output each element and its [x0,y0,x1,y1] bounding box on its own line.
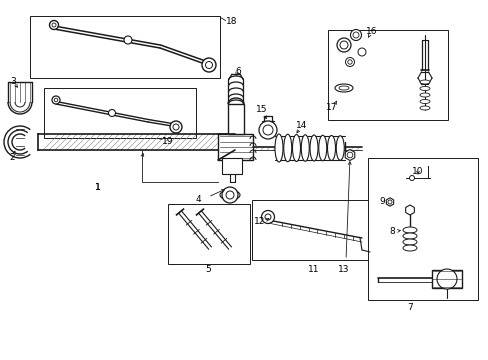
Text: 19: 19 [162,138,173,147]
Ellipse shape [292,135,300,162]
Circle shape [346,152,352,158]
Ellipse shape [301,135,308,161]
Text: 13: 13 [338,266,349,274]
Bar [44,88,196,138]
Circle shape [170,121,182,133]
Circle shape [350,30,361,40]
Circle shape [202,58,216,72]
Text: 2: 2 [9,153,15,162]
Circle shape [387,200,391,204]
Circle shape [173,124,179,130]
Bar [327,30,447,120]
Circle shape [357,48,365,56]
Text: 1: 1 [95,184,101,193]
Text: 14: 14 [296,121,307,130]
Circle shape [225,191,234,199]
Circle shape [259,121,276,139]
Bar [168,204,249,264]
Circle shape [347,60,351,64]
Text: 12: 12 [254,217,265,226]
Circle shape [352,32,358,38]
Ellipse shape [419,106,429,110]
Text: 18: 18 [226,18,237,27]
Text: 5: 5 [204,266,210,274]
Circle shape [264,214,270,220]
Ellipse shape [419,93,429,97]
Ellipse shape [402,227,416,233]
Ellipse shape [419,86,429,90]
Circle shape [339,41,347,49]
Circle shape [261,211,274,224]
Text: 4: 4 [195,195,201,204]
Circle shape [436,269,456,289]
Bar [218,134,252,160]
Ellipse shape [402,245,416,251]
Circle shape [222,187,238,203]
Text: 17: 17 [325,104,337,112]
Bar [251,200,373,260]
Ellipse shape [274,134,283,162]
Text: 16: 16 [366,27,377,36]
Text: 11: 11 [307,266,319,274]
Ellipse shape [309,135,317,161]
Bar [367,158,477,300]
Circle shape [52,96,60,104]
Polygon shape [345,149,354,161]
Ellipse shape [220,190,240,200]
Circle shape [408,175,414,180]
Circle shape [336,38,350,52]
Polygon shape [386,198,393,206]
Ellipse shape [338,86,348,90]
Ellipse shape [402,233,416,239]
Text: 6: 6 [235,68,241,77]
Bar [30,16,220,78]
Text: 3: 3 [10,77,16,86]
Circle shape [54,98,58,102]
Polygon shape [405,205,413,215]
Bar [227,104,244,134]
Text: 7: 7 [407,303,412,312]
Circle shape [49,21,59,30]
Text: 1: 1 [95,184,101,193]
Ellipse shape [402,239,416,245]
Circle shape [345,58,354,67]
Text: 15: 15 [256,105,267,114]
Bar [431,270,461,288]
Circle shape [52,23,56,27]
Ellipse shape [419,80,429,84]
Ellipse shape [336,136,344,160]
Ellipse shape [318,135,326,161]
Text: 9: 9 [378,198,384,207]
Ellipse shape [419,99,429,104]
Text: 10: 10 [411,167,423,176]
Circle shape [205,62,212,68]
Circle shape [124,36,132,44]
Circle shape [108,109,115,117]
Ellipse shape [327,135,335,161]
Ellipse shape [283,134,291,162]
Text: 8: 8 [388,228,394,237]
Ellipse shape [334,84,352,92]
Bar [222,158,242,174]
Circle shape [263,125,272,135]
